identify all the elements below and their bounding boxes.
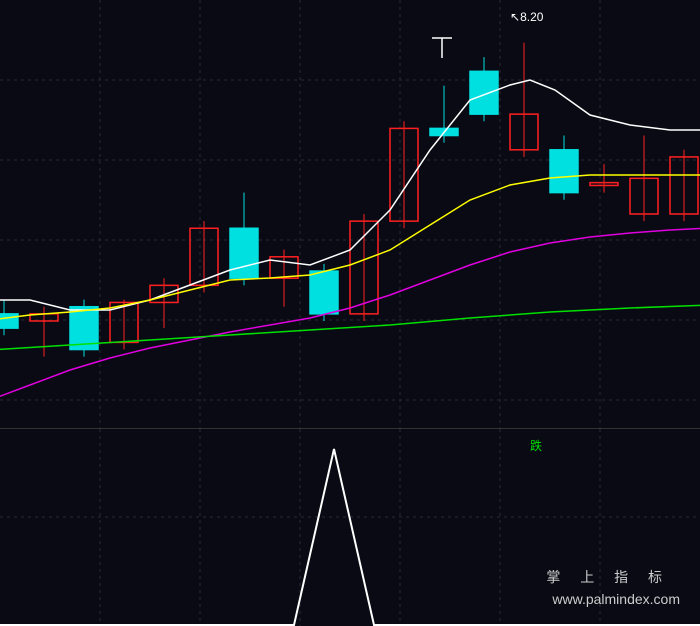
candlestick-chart-main: ↖8.20	[0, 0, 700, 428]
indicator-sub-chart: 跌 掌 上 指 标 www.palmindex.com	[0, 428, 700, 625]
watermark-url: www.palmindex.com	[552, 591, 680, 607]
watermark-cn: 掌 上 指 标	[546, 567, 670, 587]
down-signal-label: 跌	[530, 437, 542, 454]
price-high-label: ↖8.20	[510, 10, 543, 24]
arrow-icon: ↖	[510, 10, 520, 24]
